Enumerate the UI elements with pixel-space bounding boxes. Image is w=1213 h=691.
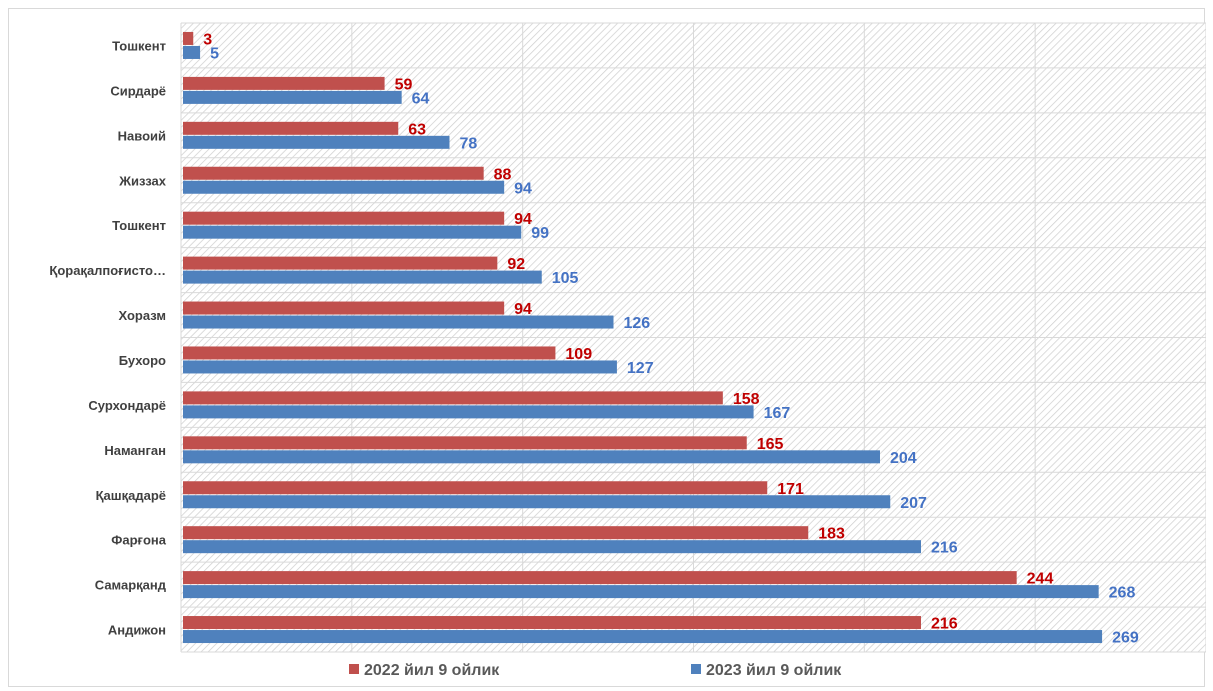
value-label-2023: 78	[460, 135, 478, 152]
value-label-2022: 171	[777, 481, 804, 498]
bar-2022	[183, 391, 723, 405]
gridlines	[180, 22, 1206, 653]
value-label-2022: 109	[565, 346, 592, 363]
category-label: Навоий	[118, 128, 166, 143]
value-label-2023: 126	[624, 315, 651, 332]
category-label: Андижон	[108, 623, 166, 638]
category-labels: Тошкент Сирдарё Навоий Жиззах Тошкент Қорақал…	[49, 38, 166, 637]
bar-2023	[183, 630, 1103, 644]
category-label: Хоразм	[118, 308, 166, 323]
category-label: Қорақалпоғисто…	[49, 263, 166, 278]
value-label-2023: 127	[627, 360, 654, 377]
bar-2023	[183, 360, 617, 374]
chart-frame: 3 5 59 64 63 78 88 94 94 99 92 105 94 126 109 127 158 167…	[8, 8, 1206, 687]
value-label-2023: 167	[764, 405, 791, 422]
bar-2023	[183, 405, 754, 419]
value-label-2022: 88	[494, 166, 512, 183]
category-label: Жиззах	[118, 173, 167, 188]
legend-swatch	[349, 664, 359, 674]
bar-2023	[183, 90, 402, 104]
bar-2023	[183, 45, 201, 59]
bar-2022	[183, 571, 1017, 585]
bar-2022	[183, 436, 747, 450]
value-label-2022: 244	[1027, 571, 1054, 588]
value-label-2023: 216	[931, 540, 958, 557]
bar-2022	[183, 166, 484, 180]
value-label-2022: 3	[203, 31, 212, 48]
value-label-2022: 216	[931, 616, 958, 633]
bar-2023	[183, 270, 542, 284]
value-label-2023: 5	[210, 45, 219, 62]
category-label: Сирдарё	[110, 83, 166, 98]
category-label: Сурхондарё	[88, 398, 166, 413]
legend: 2022 йил 9 ойлик 2023 йил 9 ойлик	[349, 662, 842, 679]
value-label-2023: 105	[552, 270, 579, 287]
legend-label: 2022 йил 9 ойлик	[364, 662, 500, 679]
bar-chart: 3559646378889494999210594126109127158167…	[49, 22, 1206, 679]
value-label-2022: 158	[733, 391, 760, 408]
category-label: Фарғона	[111, 533, 166, 548]
value-label-2022: 92	[507, 256, 525, 273]
bar-2023	[183, 225, 522, 239]
bar-2023	[183, 495, 891, 509]
value-label-2023: 204	[890, 450, 917, 467]
bar-2023	[183, 135, 450, 149]
value-label-2022: 94	[514, 301, 532, 318]
category-label: Тошкент	[112, 38, 166, 53]
bar-2022	[183, 481, 768, 495]
bar-2023	[183, 315, 614, 329]
bar-2022	[183, 256, 498, 270]
bar-2023	[183, 540, 921, 554]
value-label-2022: 165	[757, 436, 784, 453]
value-label-2023: 99	[531, 225, 549, 242]
value-label-2023: 94	[514, 180, 532, 197]
value-label-2022: 183	[818, 526, 845, 543]
value-label-2022: 94	[514, 211, 532, 228]
legend-label: 2023 йил 9 ойлик	[706, 662, 842, 679]
bar-2023	[183, 585, 1099, 599]
bar-2023	[183, 450, 880, 464]
bar-2022	[183, 211, 505, 225]
value-label-2022: 59	[395, 76, 413, 93]
bar-2022	[183, 121, 399, 135]
value-label-2023: 64	[412, 90, 430, 107]
category-label: Самарқанд	[95, 578, 167, 593]
bar-2022	[183, 31, 194, 45]
bars	[183, 31, 1103, 644]
value-label-2022: 63	[408, 121, 426, 138]
bar-2022	[183, 616, 921, 630]
category-label: Бухоро	[119, 353, 166, 368]
bar-2023	[183, 180, 505, 194]
bar-2022	[183, 526, 809, 540]
category-label: Қашқадарё	[96, 488, 166, 503]
value-labels: 3559646378889494999210594126109127158167…	[203, 31, 1139, 646]
category-label: Тошкент	[112, 218, 166, 233]
bar-2022	[183, 301, 505, 315]
value-label-2023: 269	[1112, 630, 1139, 647]
value-label-2023: 268	[1109, 585, 1136, 602]
bar-2022	[183, 346, 556, 360]
category-label: Наманган	[104, 443, 166, 458]
value-label-2023: 207	[900, 495, 927, 512]
bar-2022	[183, 76, 385, 90]
legend-swatch	[691, 664, 701, 674]
